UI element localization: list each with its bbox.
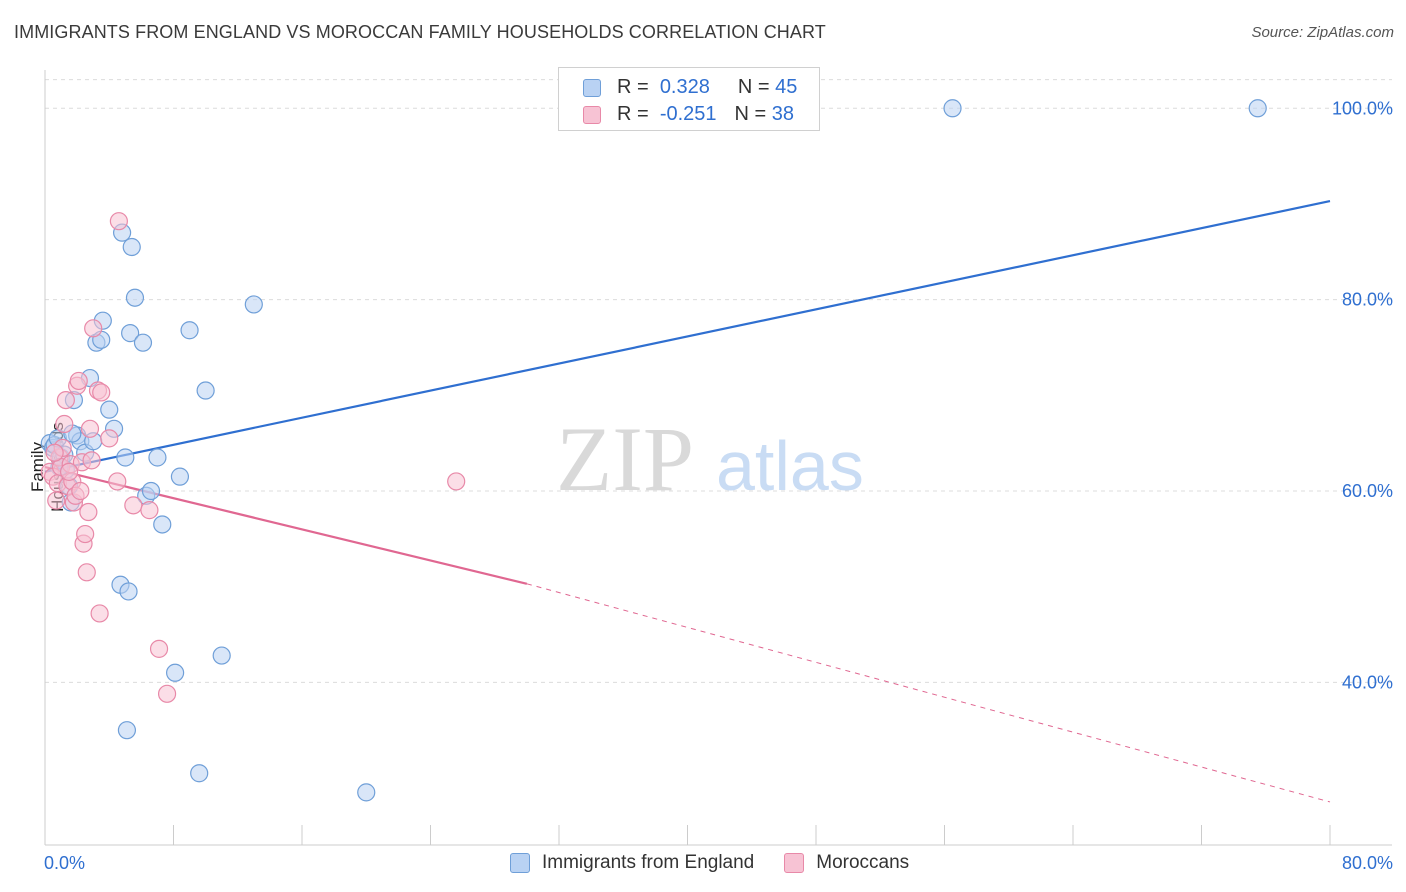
moroccans-point [69, 371, 88, 391]
england-point [166, 663, 185, 682]
y-tick-label: 60.0% [1342, 481, 1393, 501]
n-label: N = [734, 103, 767, 125]
england-point [125, 288, 145, 307]
moroccans-point [45, 443, 64, 462]
stats-legend-row-england: R = 0.328 N = 45 [583, 76, 797, 99]
moroccans-point [47, 491, 66, 510]
r-label: R = [617, 103, 649, 125]
england-point [1248, 99, 1267, 118]
r-label: R = [617, 76, 649, 98]
england-point [116, 448, 135, 467]
y-tick-label: 80.0% [1342, 290, 1393, 310]
chart-title: IMMIGRANTS FROM ENGLAND VS MOROCCAN FAMI… [14, 22, 826, 42]
moroccans-point [149, 639, 169, 658]
y-tick-label: 40.0% [1342, 672, 1393, 692]
moroccans-point [77, 563, 96, 582]
n-value: 38 [771, 103, 795, 125]
england-trend-line [44, 200, 1331, 473]
legend-item-england: Immigrants from England [510, 852, 754, 874]
blue-swatch [583, 78, 601, 97]
moroccans-point [157, 684, 177, 703]
england-point [170, 467, 190, 486]
moroccans-point [59, 462, 79, 481]
r-value: 0.328 [659, 76, 710, 98]
legend-label: Moroccans [816, 852, 910, 873]
england-point [190, 764, 209, 783]
n-value: 45 [775, 76, 798, 98]
moroccans-point [56, 390, 75, 410]
moroccans-point [71, 481, 90, 501]
moroccans-trend-line [44, 465, 528, 585]
england-point [117, 721, 137, 740]
series-legend: Immigrants from England Moroccans [510, 852, 939, 874]
england-point [943, 99, 962, 118]
r-value: -0.251 [659, 103, 717, 125]
moroccans-point [80, 419, 100, 438]
moroccans-point [55, 414, 74, 434]
moroccans-point [124, 496, 143, 515]
england-point [357, 783, 376, 802]
watermark-zip: ZIP [556, 408, 694, 510]
legend-label: Immigrants from England [542, 852, 755, 873]
moroccans-point [108, 472, 127, 491]
tick-labels: 40.0% 60.0% 80.0% 100.0% 0.0% 80.0% [44, 98, 1393, 873]
grid-lines [45, 79, 1392, 683]
stats-legend: R = 0.328 N = 45 R = -0.251 N = 38 [558, 67, 820, 131]
england-point [141, 481, 161, 501]
england-point [244, 295, 263, 314]
pink-swatch [784, 853, 805, 873]
trend-lines [44, 200, 1331, 803]
watermark: ZIP atlas [556, 408, 864, 510]
moroccans-point [100, 429, 119, 448]
moroccans-point [82, 451, 101, 470]
x-tick-label: 80.0% [1342, 853, 1393, 873]
moroccans-point [140, 501, 159, 520]
moroccans-point [90, 604, 109, 623]
stats-legend-row-moroccans: R = -0.251 N = 38 [583, 103, 794, 126]
england-point [100, 400, 119, 419]
x-tick-label: 0.0% [44, 853, 85, 873]
moroccans-point [109, 212, 128, 231]
england-point [153, 515, 172, 534]
data-points [40, 99, 1267, 802]
moroccans-point [76, 524, 95, 544]
watermark-atlas: atlas [716, 427, 864, 505]
england-point [196, 381, 215, 400]
y-tick-label: 100.0% [1332, 98, 1393, 118]
axes [44, 70, 1392, 846]
pink-swatch [583, 105, 601, 124]
moroccans-point [84, 319, 103, 338]
england-point [133, 333, 153, 352]
blue-swatch [510, 853, 530, 873]
moroccans-trend-line-extension [526, 583, 1331, 803]
england-point [121, 324, 140, 343]
england-point [148, 448, 167, 467]
legend-item-moroccans: Moroccans [784, 852, 909, 874]
england-point [180, 321, 199, 340]
moroccans-point [92, 383, 111, 402]
n-label: N = [737, 76, 770, 98]
england-point [119, 582, 138, 601]
chart-source: Source: ZipAtlas.com [1251, 24, 1394, 41]
england-point [212, 646, 231, 665]
moroccans-point [79, 502, 98, 522]
moroccans-point [447, 472, 466, 491]
england-point [122, 237, 141, 257]
